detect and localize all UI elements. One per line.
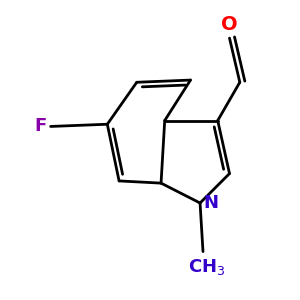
Text: N: N (204, 194, 219, 212)
Text: CH$_3$: CH$_3$ (188, 257, 225, 278)
Text: F: F (34, 117, 46, 135)
Text: O: O (221, 15, 238, 34)
